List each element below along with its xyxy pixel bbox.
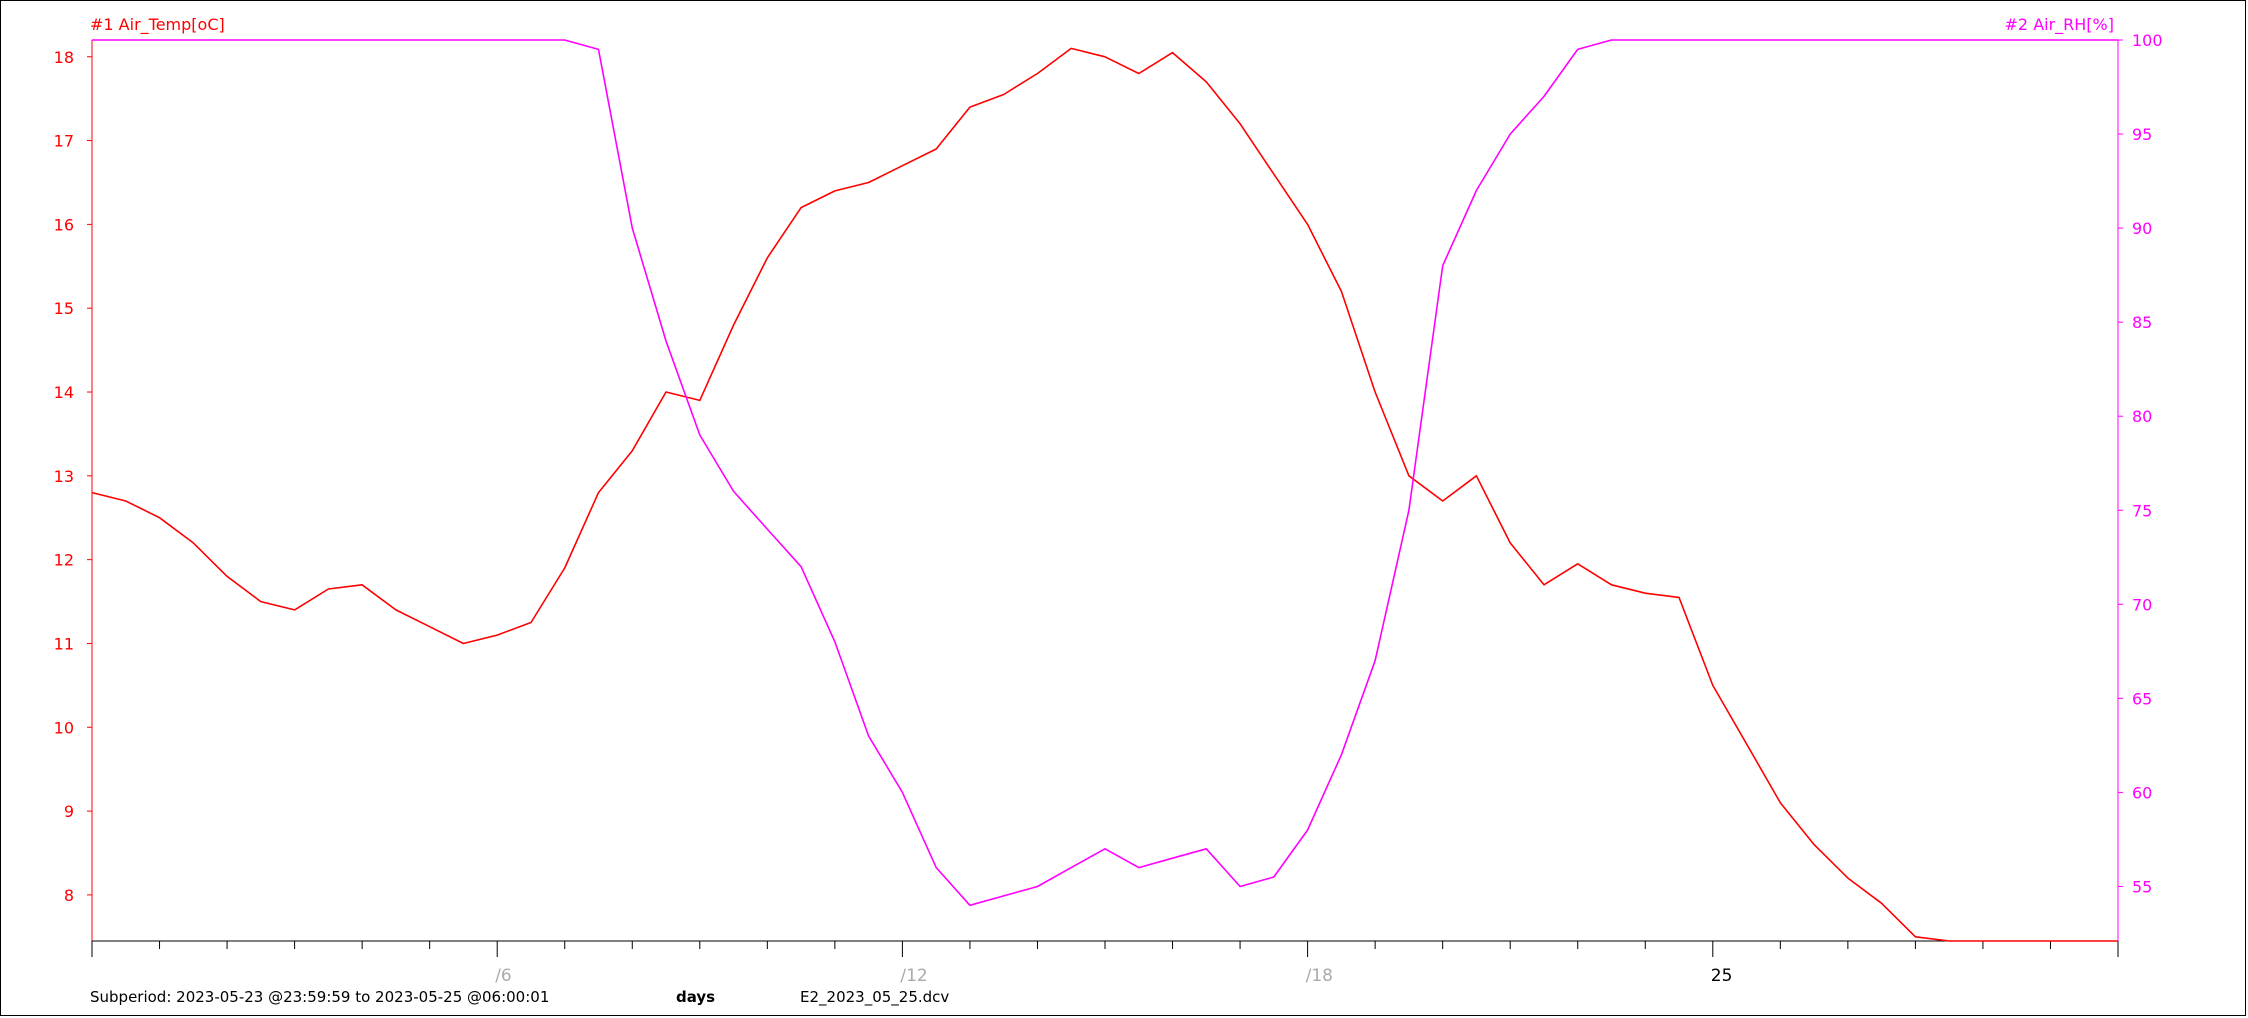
x-tick-label: /12 bbox=[900, 966, 927, 986]
left-axis-title: #1 Air_Temp[oC] bbox=[90, 15, 225, 35]
right-tick-label: 70 bbox=[2132, 595, 2152, 614]
time-unit-label: days bbox=[676, 988, 716, 1006]
subperiod-text: Subperiod: 2023-05-23 @23:59:59 to 2023-… bbox=[90, 988, 550, 1006]
right-tick-label: 60 bbox=[2132, 783, 2152, 802]
left-tick-label: 12 bbox=[54, 551, 74, 570]
right-tick-label: 55 bbox=[2132, 877, 2152, 896]
series-line-air-temp bbox=[91, 47, 2118, 942]
x-tick-label: /6 bbox=[495, 966, 512, 986]
x-tick-label: /18 bbox=[1306, 966, 1333, 986]
series-group bbox=[91, 39, 2118, 942]
labels-group: 8 9 10 11 12 13 14 15 16 17 18 55 60 65 70 75 80 85 90 95 10… bbox=[54, 15, 2163, 986]
right-tick-label: 95 bbox=[2132, 125, 2152, 144]
x-tick-label: 25 bbox=[1711, 966, 1733, 986]
right-tick-label: 65 bbox=[2132, 689, 2152, 708]
left-tick-label: 15 bbox=[54, 299, 74, 318]
right-tick-label: 80 bbox=[2132, 407, 2152, 426]
series-line-air-rh bbox=[92, 39, 2118, 907]
right-tick-label: 90 bbox=[2132, 219, 2152, 238]
left-tick-label: 13 bbox=[54, 467, 74, 486]
left-tick-label: 14 bbox=[54, 383, 74, 402]
right-axis-title: #2 Air_RH[%] bbox=[2005, 15, 2114, 35]
axes-group bbox=[87, 39, 2123, 957]
left-tick-label: 11 bbox=[54, 634, 74, 653]
right-tick-label: 75 bbox=[2132, 501, 2152, 520]
left-tick-label: 8 bbox=[64, 886, 74, 905]
filename-text: E2_2023_05_25.dcv bbox=[800, 988, 950, 1006]
left-tick-label: 16 bbox=[54, 215, 74, 234]
right-tick-label: 85 bbox=[2132, 313, 2152, 332]
right-tick-label: 100 bbox=[2132, 31, 2163, 50]
left-tick-label: 10 bbox=[54, 718, 74, 737]
left-tick-label: 9 bbox=[64, 802, 74, 821]
left-tick-label: 17 bbox=[54, 132, 74, 151]
left-tick-label: 18 bbox=[54, 48, 74, 67]
